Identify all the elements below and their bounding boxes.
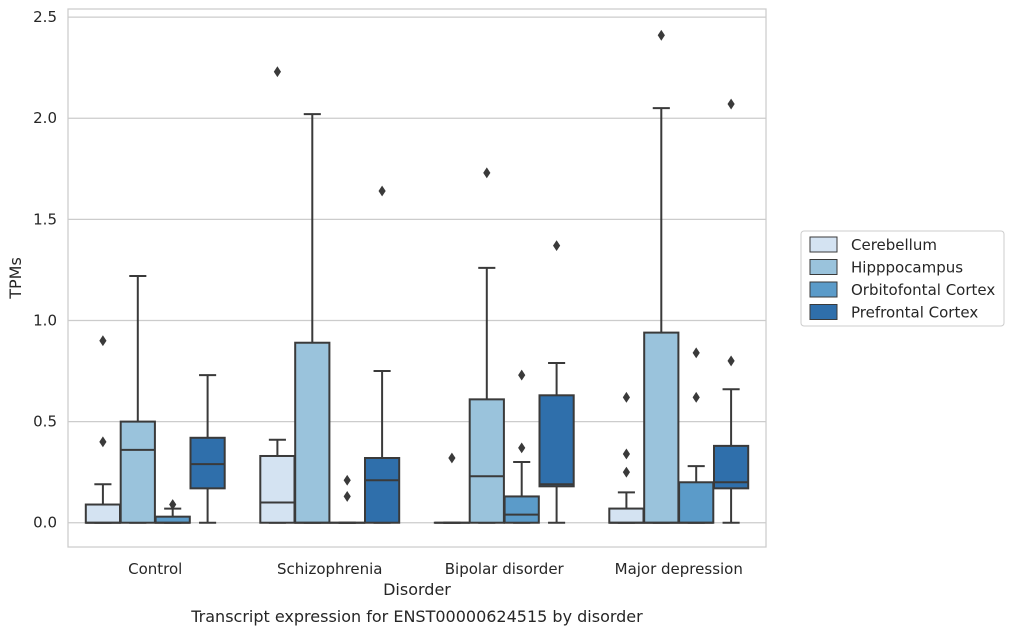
box-iqr: [468, 398, 505, 524]
y-tick-label: 0.0: [33, 514, 57, 532]
outlier-point: [343, 491, 351, 502]
box-plots: [84, 29, 750, 524]
outlier-point: [727, 98, 735, 110]
x-axis-ticks: Control Schizophrenia Bipolar disorder Majo…: [128, 560, 743, 578]
box-prefrontal-cortex-1: [363, 185, 401, 524]
box-hipppocampus-1: [294, 113, 331, 524]
outlier-point: [622, 448, 630, 460]
y-axis-label: TPMs: [6, 257, 25, 300]
box-iqr: [189, 436, 226, 490]
legend-frame: [800, 230, 1005, 327]
box-prefrontal-cortex-0: [189, 374, 226, 524]
box-iqr: [84, 503, 122, 524]
box-iqr: [259, 454, 296, 524]
outlier-point: [483, 167, 491, 179]
legend-swatch: [809, 236, 838, 253]
legend-swatch: [809, 304, 838, 320]
box-iqr: [538, 394, 575, 488]
box-iqr: [503, 495, 540, 524]
box-iqr: [363, 457, 401, 524]
box-prefrontal-cortex-3: [712, 98, 750, 524]
outlier-point: [448, 452, 456, 464]
box-iqr: [678, 481, 715, 524]
y-tick-label: 2.5: [33, 8, 57, 26]
box-cerebellum-3: [608, 391, 645, 524]
x-tick-label: Control: [128, 560, 182, 578]
box-orbitofontal-cortex-3: [678, 347, 715, 524]
x-tick-label: Bipolar disorder: [445, 560, 565, 578]
outlier-point: [622, 466, 630, 478]
outlier-point: [378, 185, 386, 197]
y-tick-label: 1.0: [33, 311, 57, 329]
box-cerebellum-0: [84, 335, 122, 524]
box-iqr: [712, 444, 750, 490]
outlier-point: [518, 369, 526, 381]
legend-label: Prefrontal Cortex: [851, 304, 978, 322]
box-orbitofontal-cortex-0: [154, 499, 191, 524]
box-prefrontal-cortex-2: [538, 240, 575, 524]
legend: Cerebellum Hipppocampus Orbitofontal Corte…: [800, 230, 1005, 327]
y-tick-label: 1.5: [33, 210, 57, 228]
outlier-point: [692, 347, 700, 359]
plot-area-frame: [67, 8, 767, 548]
chart-caption: Transcript expression for ENST0000062451…: [190, 607, 643, 626]
outlier-point: [657, 29, 665, 41]
box-iqr: [294, 341, 331, 524]
x-tick-label: Schizophrenia: [277, 560, 382, 578]
box-iqr: [608, 507, 645, 524]
y-tick-label: 0.5: [33, 413, 57, 431]
box-iqr: [119, 420, 156, 524]
outlier-point: [692, 391, 700, 403]
box-hipppocampus-3: [643, 29, 680, 524]
box-cerebellum-1: [259, 66, 296, 524]
outlier-point: [727, 355, 735, 367]
box-iqr: [643, 331, 680, 524]
box-orbitofontal-cortex-1: [329, 474, 366, 524]
x-axis-label: Disorder: [383, 580, 451, 599]
box-hipppocampus-2: [468, 167, 505, 524]
outlier-point: [99, 335, 107, 347]
outlier-point: [169, 499, 177, 510]
box-cerebellum-2: [433, 452, 471, 524]
legend-swatch: [809, 259, 838, 275]
y-tick-label: 2.0: [33, 109, 57, 127]
legend-label: Cerebellum: [851, 236, 937, 254]
legend-swatch: [809, 281, 838, 298]
box-hipppocampus-0: [119, 274, 156, 524]
box-orbitofontal-cortex-2: [503, 369, 540, 524]
legend-label: Hipppocampus: [851, 259, 963, 277]
y-axis-ticks: 0.0 0.5 1.0 1.5 2.0 2.5: [33, 8, 57, 532]
outlier-point: [553, 240, 561, 252]
outlier-point: [343, 474, 351, 486]
outlier-point: [273, 66, 281, 78]
outlier-point: [622, 391, 630, 403]
x-tick-label: Major depression: [615, 560, 743, 578]
outlier-point: [518, 442, 526, 454]
outlier-point: [99, 436, 107, 448]
legend-label: Orbitofontal Cortex: [851, 281, 995, 299]
